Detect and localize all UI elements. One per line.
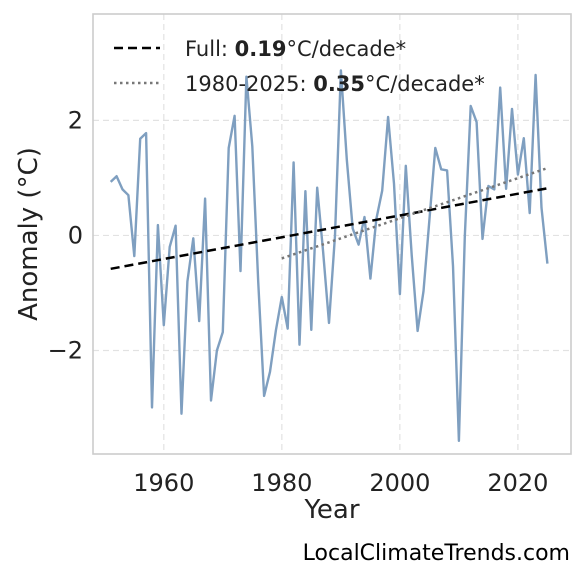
y-tick-label: 2 (68, 106, 83, 134)
x-tick-label: 2020 (487, 469, 548, 497)
y-tick-label: 0 (68, 221, 83, 249)
legend-value-recent: 0.35 (313, 72, 365, 96)
watermark: LocalClimateTrends.com (303, 541, 570, 566)
x-axis-label: Year (303, 495, 359, 525)
grid (93, 14, 571, 454)
legend-suffix-recent: °C/decade* (365, 72, 485, 96)
legend: Full: 0.19°C/decade* 1980-2025: 0.35°C/d… (114, 37, 485, 96)
legend-entry-full: Full: 0.19°C/decade* (185, 37, 406, 61)
tick-labels: 1960 1980 2000 2020 −2 0 2 (48, 106, 549, 497)
plot-frame (92, 13, 572, 455)
y-axis-label: Anomaly (°C) (14, 147, 44, 321)
x-tick-label: 2000 (369, 469, 430, 497)
legend-value-full: 0.19 (235, 37, 287, 61)
legend-entry-recent: 1980-2025: 0.35°C/decade* (185, 72, 485, 96)
series-anomaly-line (109, 69, 549, 442)
legend-suffix-full: °C/decade* (287, 37, 407, 61)
y-tick-label: −2 (48, 336, 83, 364)
legend-prefix-recent: 1980-2025: (185, 72, 313, 96)
x-tick-label: 1980 (251, 469, 312, 497)
series-trend-full (110, 187, 548, 271)
series-trend-recent (281, 166, 548, 260)
x-tick-label: 1960 (133, 469, 194, 497)
legend-prefix-full: Full: (185, 37, 235, 61)
series-layer (109, 69, 549, 442)
